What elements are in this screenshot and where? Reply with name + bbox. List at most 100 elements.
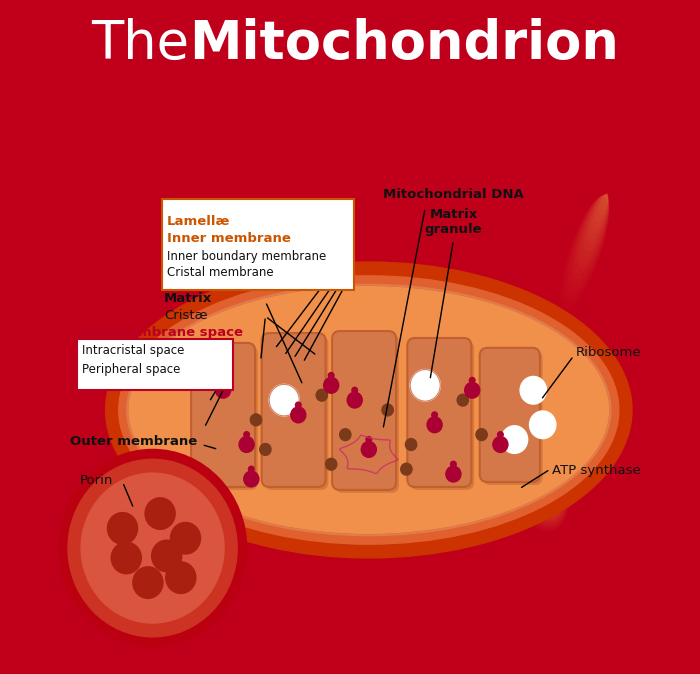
Text: Outer membrane: Outer membrane: [70, 435, 197, 448]
Ellipse shape: [594, 195, 608, 227]
Circle shape: [251, 414, 262, 426]
Text: Peripheral space: Peripheral space: [82, 363, 181, 375]
Circle shape: [145, 498, 175, 529]
Ellipse shape: [587, 195, 608, 245]
Ellipse shape: [496, 381, 565, 518]
Text: Porin: Porin: [79, 474, 113, 487]
Circle shape: [432, 412, 438, 418]
Ellipse shape: [129, 286, 608, 533]
Circle shape: [239, 437, 254, 452]
FancyBboxPatch shape: [407, 338, 471, 487]
Circle shape: [401, 463, 412, 475]
Ellipse shape: [551, 485, 555, 493]
FancyBboxPatch shape: [262, 333, 326, 487]
FancyBboxPatch shape: [78, 339, 233, 390]
Ellipse shape: [489, 367, 566, 522]
Text: Matrix: Matrix: [164, 292, 212, 305]
Circle shape: [446, 466, 461, 482]
Circle shape: [326, 458, 337, 470]
Circle shape: [347, 392, 362, 408]
Ellipse shape: [499, 387, 564, 517]
Ellipse shape: [584, 195, 608, 250]
Ellipse shape: [493, 374, 566, 520]
Ellipse shape: [510, 406, 563, 512]
Circle shape: [248, 466, 254, 472]
Text: Cristæ: Cristæ: [164, 309, 207, 322]
FancyBboxPatch shape: [335, 334, 399, 493]
Circle shape: [457, 394, 468, 406]
Ellipse shape: [596, 194, 608, 221]
Circle shape: [316, 390, 328, 401]
Ellipse shape: [513, 413, 562, 510]
FancyBboxPatch shape: [194, 346, 258, 490]
Circle shape: [244, 431, 249, 437]
Ellipse shape: [601, 194, 608, 210]
FancyBboxPatch shape: [191, 343, 255, 487]
Circle shape: [166, 562, 196, 593]
Circle shape: [111, 542, 141, 574]
Text: Intracristal space: Intracristal space: [82, 344, 185, 357]
Text: Inner membrane: Inner membrane: [167, 233, 290, 245]
Circle shape: [361, 441, 377, 458]
Circle shape: [405, 439, 416, 450]
Ellipse shape: [533, 452, 559, 501]
Ellipse shape: [486, 361, 567, 523]
Circle shape: [108, 512, 138, 544]
Circle shape: [520, 377, 547, 404]
Circle shape: [171, 522, 200, 554]
Circle shape: [476, 429, 487, 441]
FancyBboxPatch shape: [482, 350, 542, 485]
Ellipse shape: [527, 439, 559, 504]
Ellipse shape: [580, 195, 608, 262]
Ellipse shape: [482, 355, 568, 524]
Ellipse shape: [589, 195, 608, 239]
Ellipse shape: [578, 195, 608, 268]
Circle shape: [244, 471, 259, 487]
Circle shape: [216, 382, 230, 398]
Circle shape: [427, 417, 442, 433]
Ellipse shape: [582, 195, 608, 256]
Ellipse shape: [544, 472, 556, 496]
Text: Inner boundary membrane: Inner boundary membrane: [167, 250, 326, 264]
Text: ATP synthase: ATP synthase: [552, 464, 641, 477]
Circle shape: [366, 437, 372, 443]
Circle shape: [493, 437, 508, 452]
Circle shape: [152, 540, 182, 572]
Circle shape: [133, 567, 163, 599]
Circle shape: [328, 373, 334, 378]
Circle shape: [323, 377, 339, 393]
FancyBboxPatch shape: [480, 348, 540, 482]
Circle shape: [81, 473, 224, 623]
Ellipse shape: [524, 433, 560, 506]
Ellipse shape: [540, 465, 557, 498]
Text: Intermembrane space: Intermembrane space: [79, 326, 244, 339]
FancyBboxPatch shape: [162, 199, 354, 290]
Circle shape: [59, 450, 246, 647]
Text: Mitochondrion: Mitochondrion: [189, 18, 619, 70]
Text: The: The: [91, 18, 206, 70]
Circle shape: [501, 426, 528, 454]
Circle shape: [352, 388, 358, 393]
Circle shape: [295, 402, 301, 408]
Ellipse shape: [106, 262, 632, 558]
Ellipse shape: [119, 276, 619, 544]
Circle shape: [410, 369, 440, 401]
Ellipse shape: [603, 194, 608, 204]
Ellipse shape: [503, 394, 564, 515]
Text: Lamellæ: Lamellæ: [167, 215, 230, 228]
Ellipse shape: [537, 459, 558, 499]
FancyBboxPatch shape: [410, 341, 474, 490]
Ellipse shape: [592, 195, 608, 233]
FancyBboxPatch shape: [332, 331, 396, 490]
Ellipse shape: [531, 446, 559, 503]
Text: Mitochondrial DNA: Mitochondrial DNA: [383, 188, 524, 201]
Circle shape: [498, 431, 503, 437]
Circle shape: [470, 377, 475, 384]
Circle shape: [270, 384, 299, 416]
Circle shape: [220, 377, 226, 384]
Ellipse shape: [598, 194, 608, 216]
Text: Ribosome: Ribosome: [575, 346, 641, 359]
Circle shape: [382, 404, 393, 416]
Ellipse shape: [547, 478, 556, 495]
Circle shape: [68, 459, 237, 637]
